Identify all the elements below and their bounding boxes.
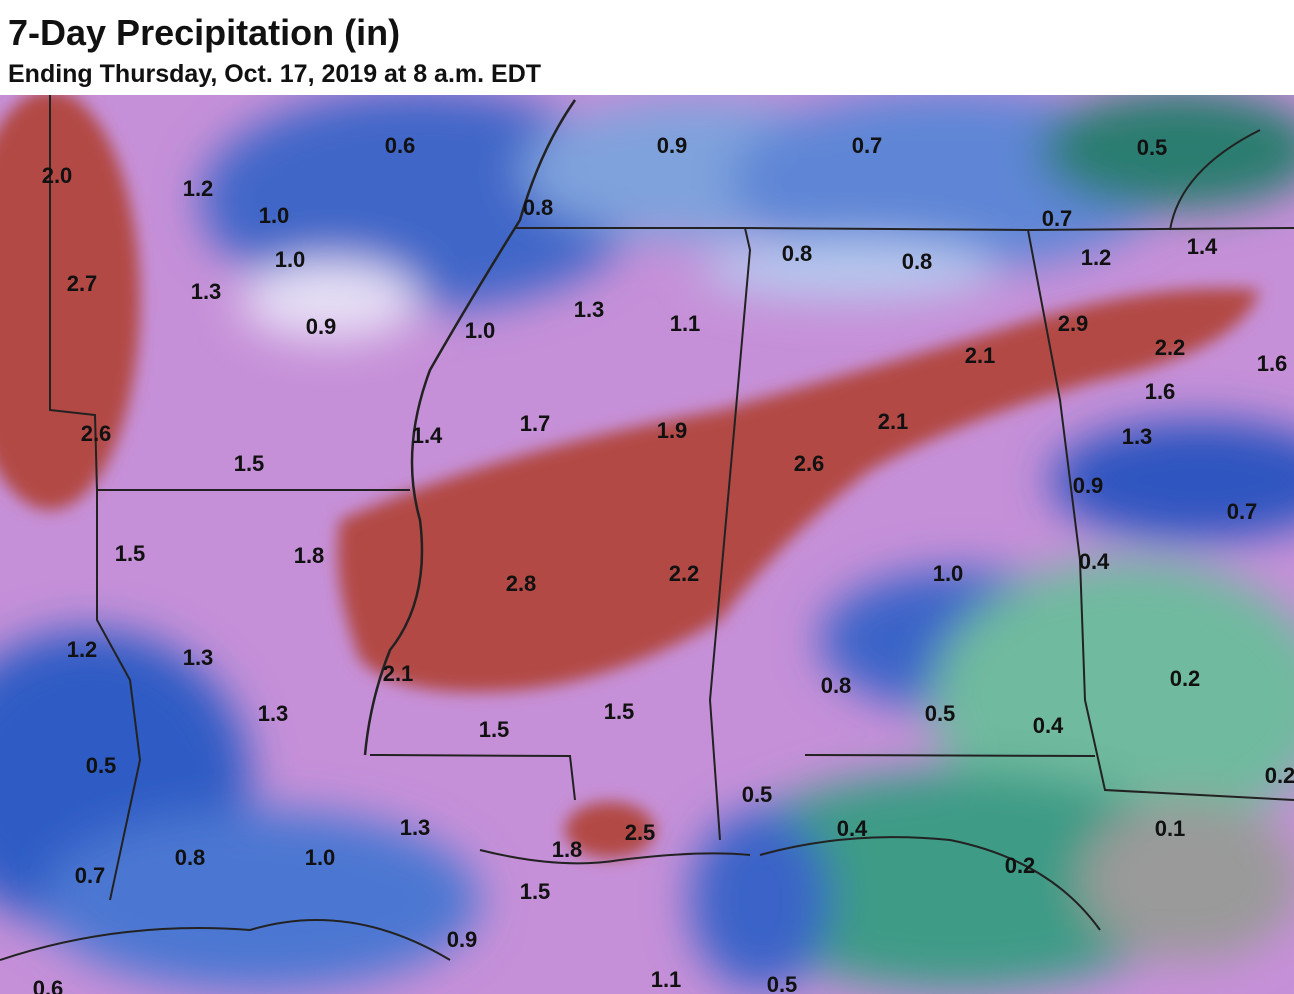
precip-label: 1.0 <box>465 318 496 343</box>
precip-label: 1.0 <box>933 561 964 586</box>
precip-label: 1.5 <box>115 541 146 566</box>
precip-label: 0.9 <box>306 314 337 339</box>
precip-label: 2.6 <box>81 421 112 446</box>
precip-label: 0.7 <box>1227 499 1258 524</box>
precip-label: 0.7 <box>75 863 106 888</box>
precip-label: 0.5 <box>767 972 798 994</box>
precip-label: 1.5 <box>234 451 265 476</box>
precip-label: 2.9 <box>1058 311 1089 336</box>
precip-label: 2.0 <box>42 163 73 188</box>
precip-label: 1.2 <box>1081 245 1112 270</box>
precip-label: 0.9 <box>1073 473 1104 498</box>
precip-label: 0.5 <box>86 753 117 778</box>
precip-label: 1.5 <box>520 879 551 904</box>
precip-label: 1.2 <box>183 176 214 201</box>
state-borders <box>0 95 1294 961</box>
precip-label: 1.3 <box>183 645 214 670</box>
precip-label: 0.2 <box>1265 763 1294 788</box>
precip-label: 0.4 <box>1033 713 1064 738</box>
precip-label: 0.5 <box>1137 135 1168 160</box>
precip-label: 1.5 <box>479 717 510 742</box>
precip-label: 0.9 <box>447 927 478 952</box>
precip-label: 0.4 <box>1079 549 1110 574</box>
precip-label: 1.1 <box>670 311 701 336</box>
header: 7-Day Precipitation (in) Ending Thursday… <box>0 0 1294 95</box>
title: 7-Day Precipitation (in) <box>8 12 401 53</box>
precip-label: 1.6 <box>1257 351 1288 376</box>
precip-label: 1.1 <box>651 967 682 992</box>
precip-label: 1.6 <box>1145 379 1176 404</box>
precip-field <box>0 95 1294 994</box>
precip-label: 2.5 <box>625 820 656 845</box>
precip-label: 1.4 <box>1187 234 1218 259</box>
precip-label: 1.3 <box>191 279 222 304</box>
precip-label: 2.6 <box>794 451 825 476</box>
precip-label: 2.2 <box>669 561 700 586</box>
precip-label: 0.8 <box>523 195 554 220</box>
precip-label: 2.1 <box>383 661 414 686</box>
precip-label: 1.8 <box>552 837 583 862</box>
precip-label: 0.8 <box>821 673 852 698</box>
precip-label: 2.2 <box>1155 335 1186 360</box>
precip-label: 0.8 <box>175 845 206 870</box>
precip-label: 0.1 <box>1155 816 1186 841</box>
precip-label: 1.7 <box>520 411 551 436</box>
precip-label: 0.8 <box>902 249 933 274</box>
precip-label: 0.2 <box>1005 853 1036 878</box>
precip-label: 0.7 <box>1042 206 1073 231</box>
precip-label: 2.7 <box>67 271 98 296</box>
precip-label: 0.8 <box>782 241 813 266</box>
precip-label: 1.0 <box>275 247 306 272</box>
precip-label: 1.3 <box>400 815 431 840</box>
precip-label: 1.0 <box>259 203 290 228</box>
precip-label: 0.5 <box>925 701 956 726</box>
precip-label: 0.2 <box>1170 666 1201 691</box>
precip-label: 0.9 <box>657 133 688 158</box>
precip-label: 0.6 <box>33 976 64 994</box>
precip-label: 1.4 <box>412 423 443 448</box>
subtitle: Ending Thursday, Oct. 17, 2019 at 8 a.m.… <box>8 60 542 88</box>
value-labels: 2.0 1.2 0.6 0.9 0.7 0.5 1.0 0.8 0.7 1.0 0.8 0.8 1.2 1… <box>33 133 1294 994</box>
precip-label: 1.3 <box>258 701 289 726</box>
precip-label: 0.4 <box>837 816 868 841</box>
precip-label: 1.9 <box>657 418 688 443</box>
precip-label: 0.6 <box>385 133 416 158</box>
precip-label: 1.5 <box>604 699 635 724</box>
precip-label: 2.1 <box>965 343 996 368</box>
precip-label: 0.7 <box>852 133 883 158</box>
precip-label: 2.1 <box>878 409 909 434</box>
precipitation-map: 2.0 1.2 0.6 0.9 0.7 0.5 1.0 0.8 0.7 1.0 0.8 0.8 1.2 1… <box>0 95 1294 994</box>
precip-label: 1.0 <box>305 845 336 870</box>
precip-label: 0.5 <box>742 782 773 807</box>
precip-label: 1.3 <box>574 297 605 322</box>
precip-label: 1.3 <box>1122 424 1153 449</box>
precip-label: 1.2 <box>67 637 98 662</box>
precip-label: 2.8 <box>506 571 537 596</box>
precip-label: 1.8 <box>294 543 325 568</box>
